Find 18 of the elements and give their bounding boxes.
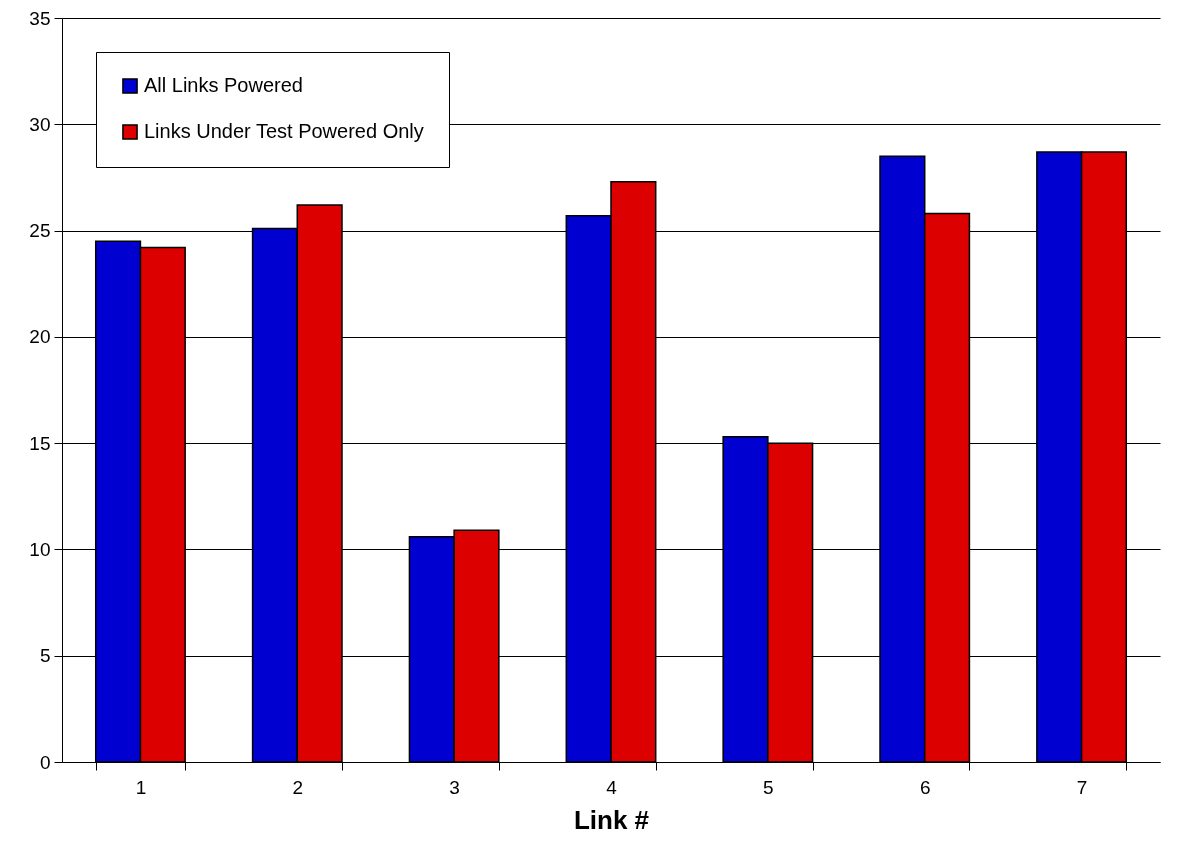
y-tick-label: 35 [29, 7, 51, 29]
y-tick-label: 15 [29, 432, 51, 454]
x-tick-label: 3 [449, 776, 460, 798]
x-tick-label: 7 [1076, 776, 1088, 798]
x-tick-label: 6 [919, 776, 931, 798]
legend-label: All Links Powered [144, 74, 303, 96]
x-tick-label: 5 [763, 776, 774, 798]
y-tick-label: 25 [29, 220, 51, 242]
x-tick-label: 1 [135, 776, 147, 798]
x-tick-label: 2 [292, 776, 304, 798]
x-axis-title: Link # [573, 804, 650, 835]
y-tick-label: 20 [29, 326, 51, 348]
x-tick-label: 4 [606, 776, 618, 798]
y-tick-label: 10 [29, 538, 51, 560]
legend-label: Links Under Test Powered Only [144, 120, 424, 142]
y-tick-label: 5 [39, 645, 51, 667]
y-tick-label: 30 [29, 113, 51, 135]
y-tick-label: 0 [39, 751, 51, 773]
